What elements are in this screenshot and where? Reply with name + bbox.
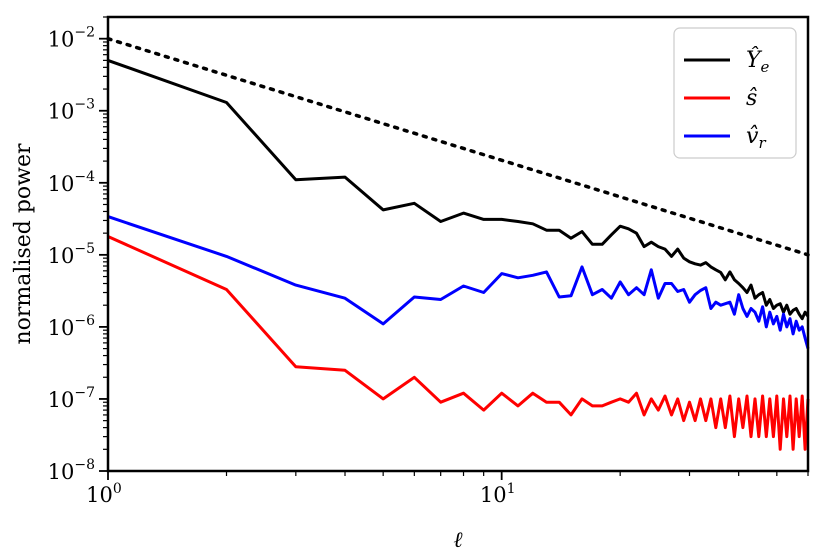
x-tick-base: 10 <box>480 483 507 507</box>
y-tick-base: 10 <box>48 244 75 268</box>
y-tick-exponent: −5 <box>74 241 95 257</box>
legend-subscript: e <box>761 58 770 76</box>
y-tick-base: 10 <box>48 172 75 196</box>
y-tick-label: 10−6 <box>48 313 95 340</box>
x-axis-label: ℓ <box>453 528 463 553</box>
legend-label-2: v̂r <box>746 124 766 152</box>
y-axis-label: normalised power <box>11 143 36 345</box>
legend-label-1: ŝ <box>746 86 757 111</box>
y-axis-ticks: 10−210−310−410−510−610−710−8 <box>48 16 108 484</box>
series-line-2 <box>107 215 810 349</box>
y-tick-base: 10 <box>48 28 75 52</box>
x-tick-label: 101 <box>480 481 516 507</box>
y-tick-label: 10−5 <box>48 241 95 268</box>
reference-slope-line <box>106 36 810 257</box>
y-tick-base: 10 <box>48 460 75 484</box>
y-tick-label: 10−2 <box>48 25 95 52</box>
y-tick-exponent: −7 <box>74 385 95 401</box>
y-tick-label: 10−7 <box>48 385 95 412</box>
y-tick-label: 10−4 <box>48 169 95 196</box>
y-tick-exponent: −6 <box>74 313 95 329</box>
y-tick-exponent: −4 <box>74 169 95 185</box>
y-tick-base: 10 <box>48 316 75 340</box>
series-line-1 <box>107 235 810 451</box>
legend-label-0: Ŷe <box>746 46 770 76</box>
x-tick-label: 100 <box>86 481 122 507</box>
legend-name: ŝ <box>746 86 757 111</box>
x-axis-ticks: 100 101 <box>86 471 809 507</box>
x-tick-exponent: 0 <box>113 481 122 497</box>
series-layer <box>106 36 810 451</box>
legend-name: Ŷ <box>746 46 763 73</box>
axes-frame <box>106 15 810 473</box>
y-tick-base: 10 <box>48 388 75 412</box>
x-tick-base: 10 <box>86 483 113 507</box>
y-tick-label: 10−3 <box>48 97 95 124</box>
y-tick-base: 10 <box>48 100 75 124</box>
series-line-0 <box>107 58 810 321</box>
y-tick-exponent: −2 <box>74 25 95 41</box>
y-tick-exponent: −3 <box>74 97 95 113</box>
y-tick-label: 10−8 <box>48 457 95 484</box>
legend-box <box>673 27 797 159</box>
legend-name: v̂ <box>746 124 759 149</box>
legend-subscript: r <box>758 134 766 152</box>
y-tick-exponent: −8 <box>74 457 95 473</box>
x-tick-exponent: 1 <box>507 481 516 497</box>
